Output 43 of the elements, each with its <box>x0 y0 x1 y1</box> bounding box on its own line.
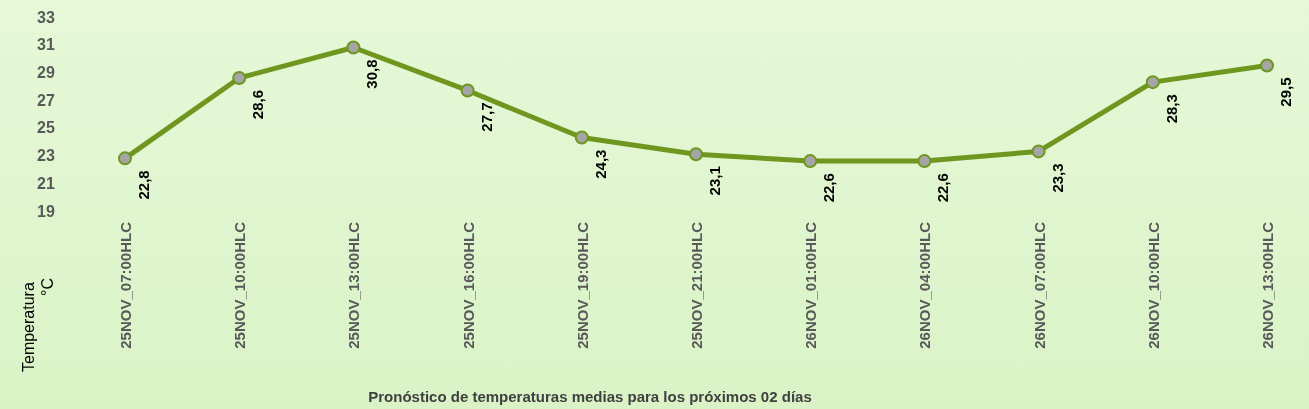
x-tick-label: 25NOV_10:00HLC <box>231 221 249 349</box>
point <box>1145 75 1160 90</box>
point <box>1031 144 1046 159</box>
y-tick-label: 33 <box>37 8 55 26</box>
y-tick-label: 29 <box>37 64 55 82</box>
x-tick-label: 26NOV_10:00HLC <box>1144 221 1162 349</box>
point <box>232 70 247 85</box>
text: Pronóstico de temperaturas medias para los próximos 02 días <box>368 388 812 405</box>
y-tick-label: 19 <box>37 202 55 220</box>
x-tick-label: 25NOV_13:00HLC <box>345 221 363 349</box>
data-label: 22,6 <box>934 173 952 203</box>
data-label: 24,3 <box>591 149 609 179</box>
data-label: 23,3 <box>1048 163 1066 193</box>
point <box>574 130 589 145</box>
data-label: 27,7 <box>477 102 495 132</box>
point <box>460 83 475 98</box>
x-tick-label: 26NOV_07:00HLC <box>1030 221 1048 349</box>
x-tick-label: 26NOV_04:00HLC <box>916 221 934 349</box>
x-tick-label: 26NOV_13:00HLC <box>1259 221 1276 349</box>
data-label: 30,8 <box>363 59 381 89</box>
y-tick-label: 23 <box>37 147 55 165</box>
y-axis-title: Temperatura °C <box>20 278 56 372</box>
point <box>803 154 818 169</box>
point <box>917 154 932 169</box>
y-tick-label: 31 <box>37 36 55 54</box>
data-label: 29,5 <box>1277 77 1294 107</box>
y-tick-label: 25 <box>37 119 55 137</box>
point <box>689 147 703 162</box>
x-tick-label: 25NOV_21:00HLC <box>688 221 705 349</box>
data-label: 28,3 <box>1162 94 1180 124</box>
point <box>346 40 361 55</box>
x-tick-label: 25NOV_16:00HLC <box>459 221 477 349</box>
x-tick-label: 25NOV_07:00HLC <box>117 221 134 349</box>
point <box>1260 58 1274 73</box>
data-label: 22,6 <box>820 173 838 203</box>
data-label: 23,1 <box>706 166 723 196</box>
y-tick-label: 21 <box>37 174 55 192</box>
data-label: 22,8 <box>135 170 152 200</box>
x-tick-label: 26NOV_01:00HLC <box>802 221 820 349</box>
data-label: 28,6 <box>249 89 267 120</box>
y-tick-label: 27 <box>37 91 55 109</box>
x-tick-label: 25NOV_19:00HLC <box>573 221 591 349</box>
point <box>118 151 132 166</box>
